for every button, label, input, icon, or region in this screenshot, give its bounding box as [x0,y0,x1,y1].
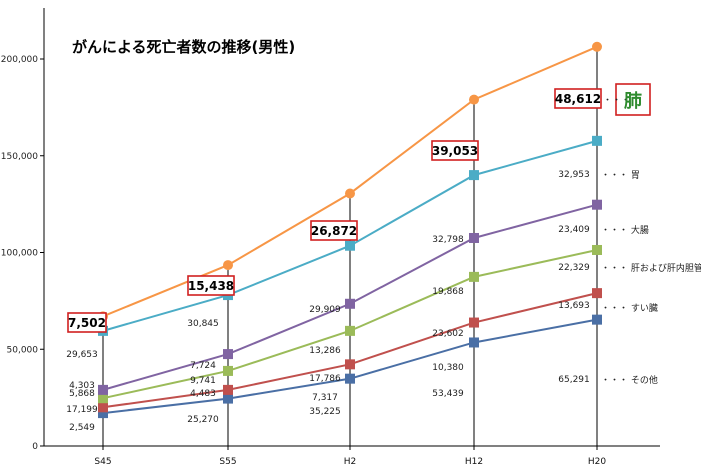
segment-label: 35,225 [309,407,341,417]
data-point [345,325,355,336]
series-name-label: ・・・ 肝および肝内胆管 [601,262,701,274]
chart-title: がんによる死亡者数の推移(男性) [72,38,295,56]
data-point [469,94,479,105]
segment-label: 4,303 [69,381,95,391]
data-point [98,402,108,413]
data-point [223,384,233,395]
lung-value-label: 39,053 [432,144,478,158]
data-point [469,337,479,348]
x-tick-label: S45 [94,457,111,467]
data-point [345,359,355,370]
data-point [469,170,479,181]
series-name-label: ・・・ その他 [601,374,658,386]
data-point [592,288,602,299]
y-tick-label: 50,000 [7,345,39,355]
data-point [592,41,602,52]
data-point [592,199,602,210]
y-tick-label: 0 [32,442,38,452]
series-name-label: ・・・ すい臓 [601,303,658,314]
x-tick-label: H2 [344,457,357,467]
lung-leader-dots: ・・・ [603,96,630,106]
data-point [98,384,108,395]
lung-value-box [67,312,107,333]
segment-label: 17,786 [309,374,341,384]
segment-label: 17,199 [66,405,98,415]
data-point [469,271,479,282]
data-point [469,232,479,243]
data-point [98,408,108,419]
lung-value-label: 26,872 [311,224,357,238]
lung-name-label: 肺 [624,91,642,112]
segment-label: 32,953 [558,170,590,180]
segment-label: 4,483 [190,389,216,399]
segment-label: 13,693 [558,301,590,311]
segment-label: 32,798 [432,235,464,245]
segment-label: 9,741 [190,376,216,386]
segment-label: 25,270 [187,415,219,425]
segment-label: 7,724 [190,361,216,371]
segment-label: 65,291 [558,375,590,385]
x-tick-label: H12 [465,457,483,467]
lung-value-box [187,275,235,296]
segment-label: 53,439 [432,389,464,399]
y-tick-label: 100,000 [1,249,38,259]
x-tick-label: H20 [588,457,606,467]
lung-value-label: 15,438 [188,279,234,293]
y-tick-label: 200,000 [1,55,38,65]
data-point [98,393,108,404]
lung-value-boxes: 7,502 15,438 26,872 39,053 48,612 [67,88,602,333]
data-point [592,135,602,146]
series-lines [98,41,602,419]
lung-value-label: 48,612 [555,92,601,106]
y-tick-label: 150,000 [1,152,38,162]
data-point [345,298,355,309]
segment-label: 19,868 [432,287,464,297]
data-point [592,244,602,255]
segment-label: 10,380 [432,363,464,373]
segment-label: 22,329 [558,263,590,273]
lung-value-box [554,88,602,109]
data-point [223,349,233,360]
data-point [223,260,233,271]
segment-label: 30,845 [187,319,219,329]
segment-label: 29,909 [309,305,341,315]
series-name-label: ・・・ 胃 [601,170,640,181]
data-point [592,314,602,325]
data-point [223,393,233,404]
series-name-labels: ・・・ その他・・・ すい臓 ・・・ 肝および肝内胆管・・・ 大腸・・・ 胃 ・・・… [601,83,701,386]
segment-label: 5,868 [69,389,95,399]
segment-label: 7,317 [312,393,338,403]
data-point [345,240,355,251]
data-point [223,365,233,376]
data-point [469,317,479,328]
series-name-label: ・・・ 大腸 [601,224,649,236]
segment-label: 13,286 [309,346,341,356]
segment-label: 2,549 [69,423,95,433]
data-point [345,373,355,384]
lung-value-box [431,140,479,161]
lung-value-label: 7,502 [68,316,106,330]
segment-label: 29,653 [66,350,98,360]
lung-value-box [310,220,358,241]
segment-label: 23,409 [558,225,590,235]
segment-label: 23,602 [432,329,464,339]
data-point [345,188,355,199]
x-tick-label: S55 [219,457,236,467]
lung-name-box [615,83,651,116]
